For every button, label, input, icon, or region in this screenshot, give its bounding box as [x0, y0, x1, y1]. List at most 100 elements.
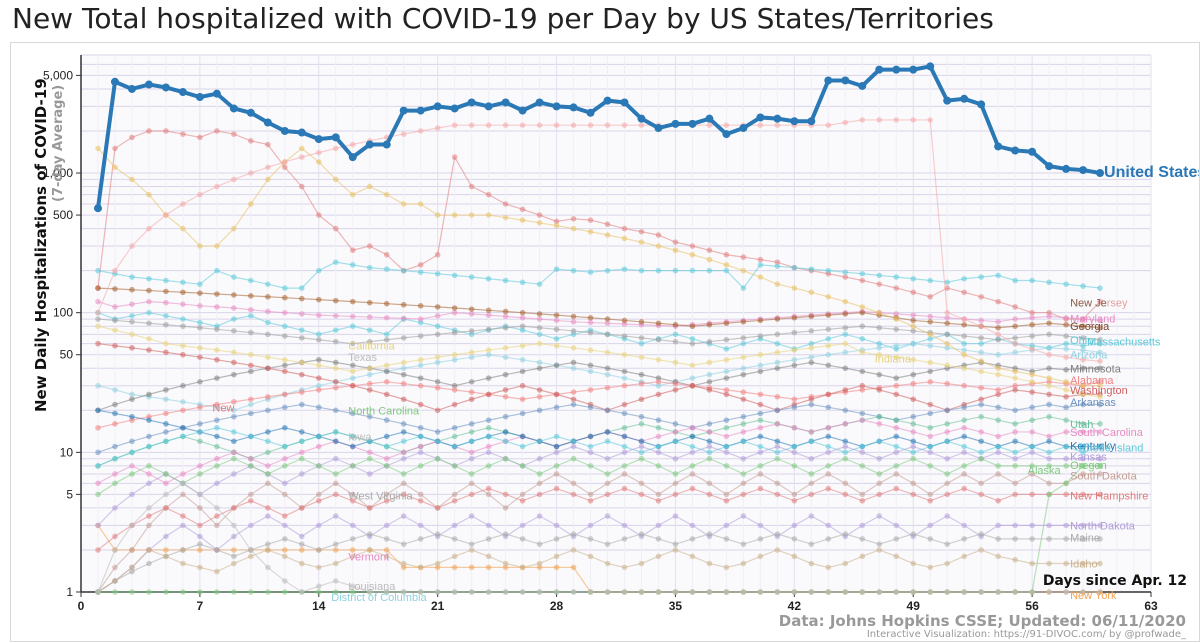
- us-series-point: [722, 130, 731, 139]
- series-point: [146, 191, 152, 198]
- series-point: [485, 589, 492, 595]
- series-point: [621, 424, 628, 431]
- series-point: [1046, 491, 1052, 498]
- series-point: [740, 513, 747, 519]
- series-point: [400, 564, 407, 571]
- series-point: [197, 290, 203, 296]
- series-point: [910, 328, 917, 334]
- series-point: [265, 393, 271, 400]
- series-point: [231, 533, 237, 540]
- series-point: [400, 371, 407, 378]
- series-point: [553, 362, 560, 369]
- series-point: [672, 239, 679, 245]
- y-axis-subtitle: (7-day Average): [51, 85, 66, 202]
- series-point: [961, 365, 967, 372]
- series-point: [1080, 443, 1086, 450]
- us-series-point: [569, 103, 578, 112]
- series-point: [1046, 401, 1052, 408]
- series-point: [451, 305, 458, 311]
- series-point: [706, 531, 713, 537]
- series-point: [995, 324, 1001, 331]
- series-point: [282, 522, 288, 529]
- us-series-point: [246, 108, 255, 117]
- series-point: [638, 455, 645, 462]
- series-point: [757, 417, 764, 423]
- series-point: [978, 340, 984, 347]
- series-point: [315, 296, 322, 303]
- series-point: [944, 407, 950, 414]
- series-point: [1097, 463, 1103, 469]
- series-point: [842, 365, 849, 372]
- series-label: North Carolina: [348, 405, 420, 417]
- us-series-point: [161, 83, 170, 92]
- series-point: [604, 491, 611, 498]
- series-point: [315, 433, 322, 440]
- series-point: [197, 378, 203, 385]
- series-point: [995, 351, 1001, 358]
- series-label: Idaho: [1070, 558, 1098, 570]
- series-point: [910, 589, 917, 595]
- series-point: [553, 589, 560, 595]
- series-point: [706, 267, 713, 274]
- series-point: [689, 443, 696, 450]
- series-point: [723, 356, 730, 363]
- series-point: [536, 393, 543, 400]
- series-point: [434, 304, 441, 310]
- series-point: [893, 417, 900, 423]
- series-point: [927, 277, 934, 284]
- series-line: [97, 515, 1101, 593]
- series-point: [332, 384, 339, 391]
- series-point: [570, 216, 577, 222]
- series-point: [1097, 340, 1103, 347]
- series-point: [434, 384, 441, 391]
- series-point: [214, 401, 220, 408]
- series-point: [434, 378, 441, 385]
- series-point: [927, 331, 934, 338]
- series-point: [791, 396, 798, 403]
- series-point: [978, 438, 984, 445]
- series-point: [978, 358, 984, 364]
- series-point: [927, 589, 934, 595]
- series-point: [298, 335, 305, 341]
- series-point: [248, 491, 254, 498]
- series-point: [451, 536, 458, 542]
- series-point: [876, 117, 883, 123]
- series-point: [315, 212, 322, 218]
- series-point: [315, 583, 322, 590]
- series-point: [978, 491, 984, 498]
- series-point: [570, 328, 577, 334]
- series-point: [282, 391, 288, 398]
- series-point: [315, 589, 322, 595]
- series-point: [383, 391, 390, 398]
- series-point: [502, 201, 509, 207]
- series-point: [1063, 366, 1069, 373]
- series-point: [468, 378, 475, 385]
- series-point: [163, 340, 169, 347]
- series-point: [774, 547, 781, 553]
- series-point: [740, 413, 747, 420]
- y-tick-label: 5: [66, 487, 73, 501]
- series-point: [417, 262, 424, 268]
- series-point: [910, 449, 917, 456]
- series-point: [808, 455, 815, 462]
- series-point: [434, 270, 441, 277]
- series-point: [248, 396, 254, 403]
- series-point: [1097, 471, 1103, 477]
- series-point: [859, 410, 866, 417]
- series-point: [638, 449, 645, 456]
- us-series-point: [756, 113, 765, 122]
- series-point: [519, 536, 526, 542]
- series-point: [231, 547, 237, 553]
- series-point: [536, 438, 543, 445]
- series-point: [757, 424, 764, 431]
- series-line: [97, 301, 1101, 327]
- series-point: [621, 375, 628, 381]
- series-point: [248, 433, 254, 440]
- series-point: [740, 319, 747, 325]
- series-point: [893, 424, 900, 431]
- series-point: [1097, 285, 1103, 291]
- series-point: [519, 206, 526, 213]
- series-point: [146, 347, 152, 353]
- series-point: [825, 424, 832, 431]
- series-point: [893, 522, 900, 529]
